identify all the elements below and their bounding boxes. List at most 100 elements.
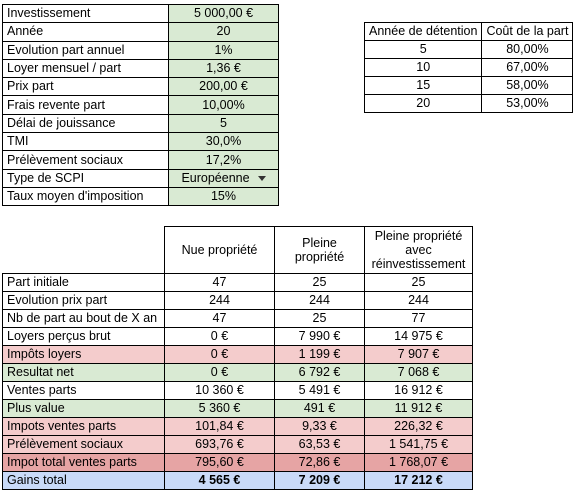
param-row: Evolution part annuel 1% xyxy=(2,40,279,60)
results-value-cell[interactable]: 77 xyxy=(364,309,473,328)
holding-year-cell[interactable]: 5 xyxy=(363,40,483,59)
param-row: TMI 30,0% xyxy=(2,132,279,152)
results-value-cell[interactable]: 9,33 € xyxy=(274,417,365,436)
param-label: Type de SCPI xyxy=(2,168,169,188)
results-row: Prélèvement sociaux 693,76 €63,53 €1 541,… xyxy=(2,435,473,454)
results-value-cell[interactable]: 10 360 € xyxy=(164,381,275,400)
results-row-label: Resultat net xyxy=(2,363,165,382)
param-row: Type de SCPI Européenne xyxy=(2,168,279,188)
results-value-cell[interactable]: 47 xyxy=(164,309,275,328)
holding-year-cell[interactable]: 20 xyxy=(363,94,483,113)
results-value-cell[interactable]: 0 € xyxy=(164,363,275,382)
results-value-cell[interactable]: 7 990 € xyxy=(274,327,365,346)
param-value-cell[interactable]: 15% xyxy=(168,186,279,207)
holding-row: 5 80,00% xyxy=(363,40,574,59)
results-value-cell[interactable]: 1 199 € xyxy=(274,345,365,364)
results-value-cell[interactable]: 4 565 € xyxy=(164,471,275,490)
results-header: Pleine propriété avec réinvestissement xyxy=(364,226,473,274)
holding-cost-cell[interactable]: 80,00% xyxy=(481,40,574,59)
results-row: Gains total 4 565 €7 209 €17 212 € xyxy=(2,471,473,490)
results-value-cell[interactable]: 101,84 € xyxy=(164,417,275,436)
results-row-label: Evolution prix part xyxy=(2,291,165,310)
param-value-cell[interactable]: 1% xyxy=(168,40,279,60)
results-value-cell[interactable]: 5 491 € xyxy=(274,381,365,400)
results-row-label: Impot total ventes parts xyxy=(2,453,165,472)
results-value-cell[interactable]: 25 xyxy=(364,273,473,292)
results-value-cell[interactable]: 7 068 € xyxy=(364,363,473,382)
results-value-cell[interactable]: 6 792 € xyxy=(274,363,365,382)
results-header: Pleine propriété xyxy=(274,226,365,274)
results-value-cell[interactable]: 17 212 € xyxy=(364,471,473,490)
dropdown-caret-icon[interactable] xyxy=(257,176,266,182)
param-label: Prélèvement sociaux xyxy=(2,150,169,170)
results-value-cell[interactable]: 16 912 € xyxy=(364,381,473,400)
results-row-label: Impôts loyers xyxy=(2,345,165,364)
param-label: Evolution part annuel xyxy=(2,40,169,60)
results-value-cell[interactable]: 0 € xyxy=(164,327,275,346)
param-value-cell[interactable]: 30,0% xyxy=(168,132,279,152)
results-row: Evolution prix part 244 244 244 xyxy=(2,291,473,310)
results-value-cell[interactable]: 226,32 € xyxy=(364,417,473,436)
param-row: Loyer mensuel / part 1,36 € xyxy=(2,58,279,79)
holding-year-cell[interactable]: 15 xyxy=(363,76,483,95)
param-value-cell[interactable]: 1,36 € xyxy=(168,58,279,79)
results-value-cell[interactable]: 7 209 € xyxy=(274,471,365,490)
holding-period-table: Année de détention Coût de la part 5 80,… xyxy=(363,22,574,113)
results-row-label: Ventes parts xyxy=(2,381,165,400)
param-label: Prix part xyxy=(2,77,169,97)
holding-header: Année de détention xyxy=(363,22,483,41)
param-row: Année 20 xyxy=(2,22,279,42)
results-value-cell[interactable]: 63,53 € xyxy=(274,435,365,454)
param-label: Année xyxy=(2,22,169,42)
holding-header-row: Année de détention Coût de la part xyxy=(363,22,574,41)
results-value-cell[interactable]: 244 xyxy=(164,291,275,310)
param-label: TMI xyxy=(2,132,169,152)
results-value-cell[interactable]: 795,60 € xyxy=(164,453,275,472)
results-value-cell[interactable]: 5 360 € xyxy=(164,399,275,418)
results-value-cell[interactable]: 14 975 € xyxy=(364,327,473,346)
holding-row: 15 58,00% xyxy=(363,76,574,95)
results-value-cell[interactable]: 1 541,75 € xyxy=(364,435,473,454)
results-value-cell[interactable]: 72,86 € xyxy=(274,453,365,472)
scpi-type-dropdown[interactable]: Européenne xyxy=(168,168,279,188)
results-value-cell[interactable]: 1 768,07 € xyxy=(364,453,473,472)
param-label: Frais revente part xyxy=(2,95,169,115)
param-value-cell[interactable]: 5 xyxy=(168,113,279,134)
holding-row: 20 53,00% xyxy=(363,94,574,113)
results-value-cell[interactable]: 47 xyxy=(164,273,275,292)
holding-year-cell[interactable]: 10 xyxy=(363,58,483,77)
holding-cost-cell[interactable]: 53,00% xyxy=(481,94,574,113)
parameters-table: Investissement 5 000,00 € Année 20 Evolu… xyxy=(2,3,279,207)
results-value-cell[interactable]: 25 xyxy=(274,309,365,328)
dropdown-value: Européenne xyxy=(181,170,250,185)
param-row: Délai de jouissance 5 xyxy=(2,113,279,134)
results-row-label: Plus value xyxy=(2,399,165,418)
results-value-cell[interactable]: 0 € xyxy=(164,345,275,364)
results-value-cell[interactable]: 7 907 € xyxy=(364,345,473,364)
param-value-cell[interactable]: 10,00% xyxy=(168,95,279,115)
param-value-cell[interactable]: 200,00 € xyxy=(168,77,279,97)
results-value-cell[interactable]: 244 xyxy=(364,291,473,310)
results-row: Impot total ventes parts 795,60 €72,86 €1… xyxy=(2,453,473,472)
results-row: Nb de part au bout de X an 47 25 77 xyxy=(2,309,473,328)
results-row: Resultat net 0 €6 792 €7 068 € xyxy=(2,363,473,382)
results-value-cell[interactable]: 244 xyxy=(274,291,365,310)
param-value-cell[interactable]: 17,2% xyxy=(168,150,279,170)
param-value-cell[interactable]: 20 xyxy=(168,22,279,42)
param-row: Frais revente part 10,00% xyxy=(2,95,279,115)
results-value-cell[interactable]: 491 € xyxy=(274,399,365,418)
param-label: Investissement xyxy=(2,3,169,24)
results-corner xyxy=(2,226,165,274)
results-row: Loyers perçus brut 0 €7 990 €14 975 € xyxy=(2,327,473,346)
results-row-label: Nb de part au bout de X an xyxy=(2,309,165,328)
results-value-cell[interactable]: 11 912 € xyxy=(364,399,473,418)
holding-header: Coût de la part xyxy=(481,22,574,41)
results-table: Nue propriété Pleine propriété Pleine pr… xyxy=(2,226,473,490)
param-value-cell[interactable]: 5 000,00 € xyxy=(168,3,279,24)
param-label: Loyer mensuel / part xyxy=(2,58,169,79)
results-value-cell[interactable]: 693,76 € xyxy=(164,435,275,454)
param-row: Prélèvement sociaux 17,2% xyxy=(2,150,279,170)
holding-cost-cell[interactable]: 67,00% xyxy=(481,58,574,77)
results-value-cell[interactable]: 25 xyxy=(274,273,365,292)
holding-cost-cell[interactable]: 58,00% xyxy=(481,76,574,95)
